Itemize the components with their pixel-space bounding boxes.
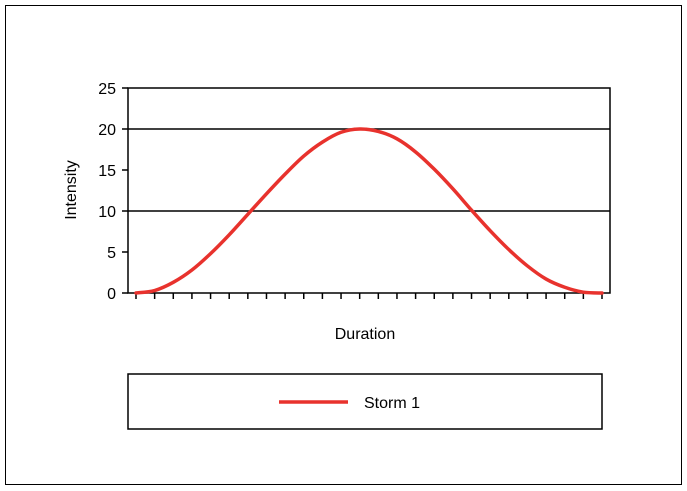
- x-axis-ticks: [135, 293, 603, 299]
- y-tick-label: 5: [107, 245, 116, 262]
- legend-label-storm-1: Storm 1: [364, 395, 420, 412]
- y-axis-ticks: 0 5 10 15 20 25: [98, 81, 128, 303]
- gridlines: [128, 128, 610, 212]
- y-tick-label: 20: [98, 122, 116, 139]
- y-tick-label: 10: [98, 204, 116, 221]
- series-line-storm-1: [134, 127, 604, 295]
- y-tick-label: 25: [98, 81, 116, 98]
- legend: Storm 1: [127, 373, 603, 430]
- y-tick-label: 15: [98, 163, 116, 180]
- x-axis-title: Duration: [335, 326, 395, 343]
- y-tick-label: 0: [107, 286, 116, 303]
- legend-box: [127, 373, 603, 430]
- y-axis-title: Intensity: [63, 160, 80, 220]
- plot-area: [127, 87, 611, 294]
